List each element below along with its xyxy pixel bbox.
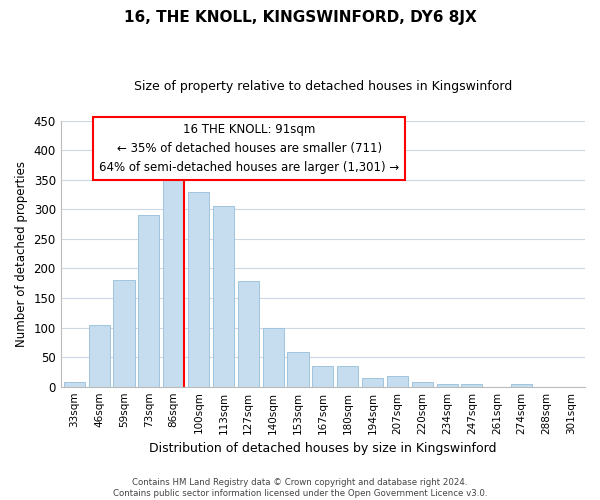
Bar <box>511 384 532 386</box>
Bar <box>312 366 334 386</box>
Bar <box>113 280 134 386</box>
Bar <box>188 192 209 386</box>
Bar <box>412 382 433 386</box>
Bar <box>213 206 234 386</box>
Bar <box>163 171 184 386</box>
Bar <box>64 382 85 386</box>
Text: 16 THE KNOLL: 91sqm
← 35% of detached houses are smaller (711)
64% of semi-detac: 16 THE KNOLL: 91sqm ← 35% of detached ho… <box>100 123 400 174</box>
Title: Size of property relative to detached houses in Kingswinford: Size of property relative to detached ho… <box>134 80 512 93</box>
Bar <box>89 324 110 386</box>
Bar <box>387 376 408 386</box>
Bar <box>437 384 458 386</box>
Bar <box>287 352 308 386</box>
Bar <box>139 215 160 386</box>
Text: Contains HM Land Registry data © Crown copyright and database right 2024.
Contai: Contains HM Land Registry data © Crown c… <box>113 478 487 498</box>
Bar <box>337 366 358 386</box>
Bar <box>461 384 482 386</box>
Bar <box>263 328 284 386</box>
X-axis label: Distribution of detached houses by size in Kingswinford: Distribution of detached houses by size … <box>149 442 497 455</box>
Y-axis label: Number of detached properties: Number of detached properties <box>15 160 28 346</box>
Bar <box>362 378 383 386</box>
Bar <box>238 282 259 387</box>
Text: 16, THE KNOLL, KINGSWINFORD, DY6 8JX: 16, THE KNOLL, KINGSWINFORD, DY6 8JX <box>124 10 476 25</box>
